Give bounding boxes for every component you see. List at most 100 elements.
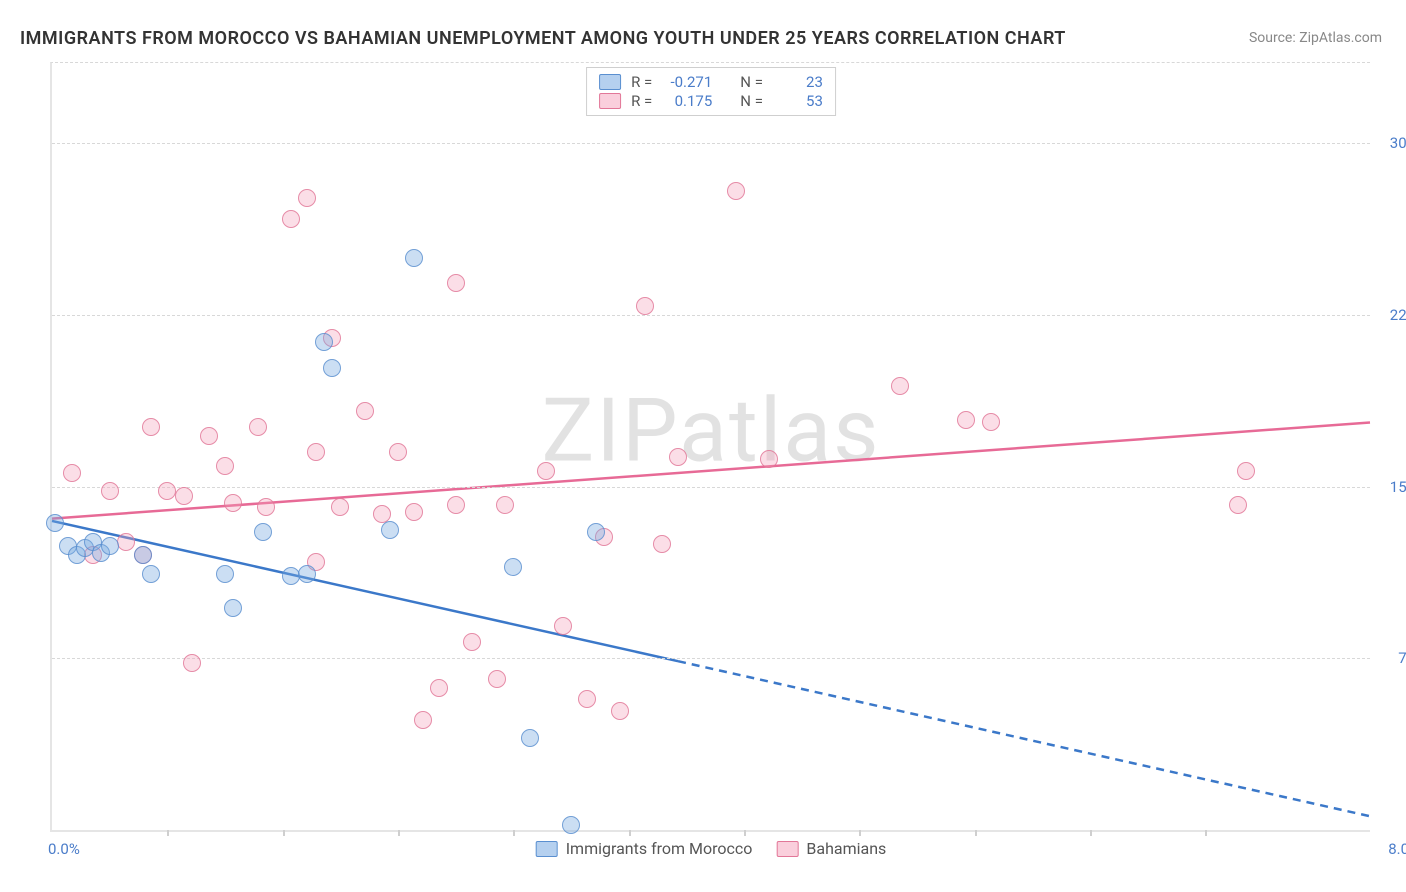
data-point xyxy=(46,514,64,532)
trend-line xyxy=(52,422,1370,518)
data-point xyxy=(430,679,448,697)
data-point xyxy=(405,249,423,267)
gridline xyxy=(52,315,1370,316)
data-point xyxy=(142,565,160,583)
series-name-blue: Immigrants from Morocco xyxy=(566,839,753,858)
data-point xyxy=(381,521,399,539)
source-label: Source: ZipAtlas.com xyxy=(1249,30,1382,46)
xtick-mark xyxy=(167,830,169,836)
data-point xyxy=(463,633,481,651)
xtick-label-right: 8.0% xyxy=(1388,840,1406,858)
data-point xyxy=(611,702,629,720)
watermark-text: ZIPatlas xyxy=(541,380,880,483)
data-point xyxy=(504,558,522,576)
data-point xyxy=(101,482,119,500)
n-value-blue: 23 xyxy=(773,73,823,91)
gridline xyxy=(52,143,1370,144)
data-point xyxy=(142,418,160,436)
data-point xyxy=(669,448,687,466)
data-point xyxy=(249,418,267,436)
swatch-pink-icon xyxy=(776,841,798,857)
data-point xyxy=(323,359,341,377)
r-value-pink: 0.175 xyxy=(662,92,712,110)
r-value-blue: -0.271 xyxy=(662,73,712,91)
xtick-mark xyxy=(744,830,746,836)
data-point xyxy=(298,565,316,583)
data-point xyxy=(200,427,218,445)
xtick-mark xyxy=(398,830,400,836)
data-point xyxy=(257,498,275,516)
legend-row-blue: R = -0.271 N = 23 xyxy=(599,73,823,91)
r-label: R = xyxy=(631,73,652,91)
data-point xyxy=(134,546,152,564)
data-point xyxy=(389,443,407,461)
data-point xyxy=(587,523,605,541)
legend-row-pink: R = 0.175 N = 53 xyxy=(599,92,823,110)
ytick-label: 15.0% xyxy=(1374,478,1406,496)
swatch-blue-icon xyxy=(536,841,558,857)
data-point xyxy=(578,690,596,708)
data-point xyxy=(282,210,300,228)
data-point xyxy=(331,498,349,516)
xtick-mark xyxy=(1205,830,1207,836)
data-point xyxy=(760,450,778,468)
n-label: N = xyxy=(740,73,763,91)
data-point xyxy=(653,535,671,553)
data-point xyxy=(117,533,135,551)
data-point xyxy=(63,464,81,482)
trend-lines-svg xyxy=(52,63,1370,830)
r-label: R = xyxy=(631,92,652,110)
data-point xyxy=(521,729,539,747)
data-point xyxy=(298,189,316,207)
data-point xyxy=(101,537,119,555)
data-point xyxy=(315,333,333,351)
data-point xyxy=(727,182,745,200)
legend-item-blue: Immigrants from Morocco xyxy=(536,839,753,858)
data-point xyxy=(982,413,1000,431)
data-point xyxy=(1229,496,1247,514)
xtick-mark xyxy=(859,830,861,836)
data-point xyxy=(1237,462,1255,480)
data-point xyxy=(537,462,555,480)
data-point xyxy=(282,567,300,585)
data-point xyxy=(957,411,975,429)
n-label: N = xyxy=(740,92,763,110)
ytick-label: 30.0% xyxy=(1374,134,1406,152)
swatch-blue-icon xyxy=(599,74,621,90)
data-point xyxy=(216,565,234,583)
data-point xyxy=(405,503,423,521)
data-point xyxy=(447,274,465,292)
swatch-pink-icon xyxy=(599,93,621,109)
chart-title: IMMIGRANTS FROM MOROCCO VS BAHAMIAN UNEM… xyxy=(20,28,1066,49)
xtick-mark xyxy=(513,830,515,836)
data-point xyxy=(175,487,193,505)
ytick-label: 7.5% xyxy=(1374,649,1406,667)
data-point xyxy=(496,496,514,514)
data-point xyxy=(562,816,580,834)
chart-plot-area: ZIPatlas R = -0.271 N = 23 R = 0.175 N =… xyxy=(50,62,1370,832)
data-point xyxy=(183,654,201,672)
xtick-mark xyxy=(629,830,631,836)
xtick-mark xyxy=(975,830,977,836)
trend-line xyxy=(678,661,1370,816)
legend-stats-box: R = -0.271 N = 23 R = 0.175 N = 53 xyxy=(586,67,836,116)
data-point xyxy=(636,297,654,315)
legend-series-box: Immigrants from Morocco Bahamians xyxy=(536,839,887,858)
data-point xyxy=(216,457,234,475)
ytick-label: 22.5% xyxy=(1374,306,1406,324)
xtick-mark xyxy=(1090,830,1092,836)
xtick-label-left: 0.0% xyxy=(48,840,80,858)
data-point xyxy=(447,496,465,514)
gridline xyxy=(52,658,1370,659)
data-point xyxy=(307,443,325,461)
data-point xyxy=(488,670,506,688)
data-point xyxy=(254,523,272,541)
data-point xyxy=(224,599,242,617)
data-point xyxy=(554,617,572,635)
data-point xyxy=(224,494,242,512)
series-name-pink: Bahamians xyxy=(806,839,886,858)
legend-item-pink: Bahamians xyxy=(776,839,886,858)
gridline xyxy=(52,487,1370,488)
data-point xyxy=(158,482,176,500)
trend-line xyxy=(52,521,678,661)
